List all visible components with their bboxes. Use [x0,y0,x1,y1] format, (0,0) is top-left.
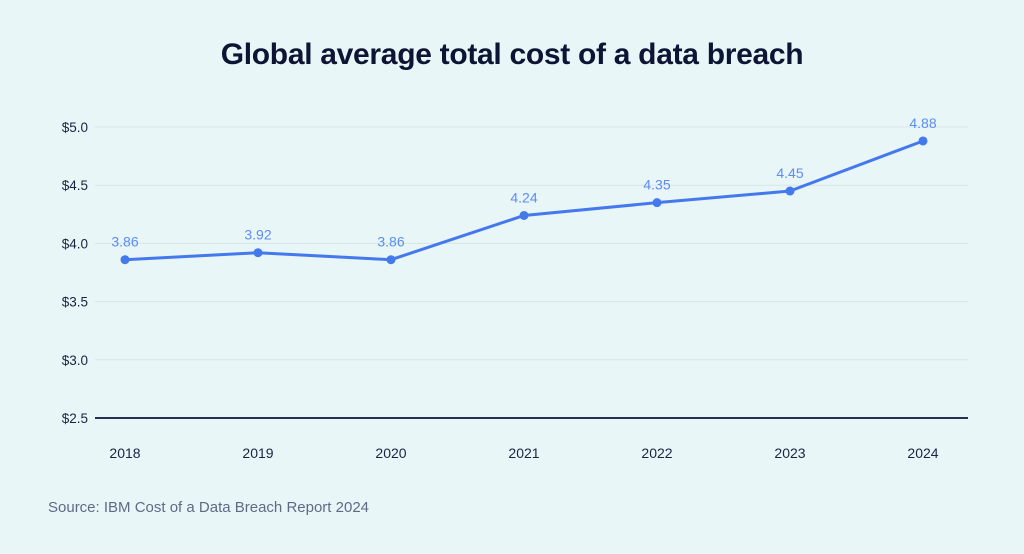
x-tick-label: 2020 [375,445,406,461]
y-tick-label: $4.5 [62,178,88,193]
data-point-label: 3.86 [111,234,138,250]
y-tick-label: $3.0 [62,353,88,368]
x-tick-label: 2022 [641,445,672,461]
x-tick-label: 2023 [774,445,805,461]
x-tick-label: 2024 [907,445,938,461]
x-tick-label: 2021 [508,445,539,461]
data-point [386,255,396,265]
data-point-label: 4.35 [643,177,670,193]
x-tick-label: 2019 [242,445,273,461]
data-point-label: 4.45 [776,165,803,181]
data-point [652,198,662,208]
data-point-label: 4.24 [510,189,537,205]
x-tick-label: 2018 [109,445,140,461]
y-tick-label: $3.5 [62,295,88,310]
data-point [785,186,795,196]
chart-title: Global average total cost of a data brea… [220,38,804,71]
y-tick-label: $5.0 [62,120,88,135]
data-point [253,248,263,258]
data-point [120,255,130,265]
data-point-label: 4.88 [909,115,936,131]
data-point [918,136,928,146]
y-tick-label: $2.5 [62,411,88,426]
data-point-label: 3.92 [244,227,271,243]
data-point [519,210,529,220]
y-tick-label: $4.0 [62,236,88,251]
data-point-label: 3.86 [377,234,404,250]
source-caption: Source: IBM Cost of a Data Breach Report… [48,499,369,516]
